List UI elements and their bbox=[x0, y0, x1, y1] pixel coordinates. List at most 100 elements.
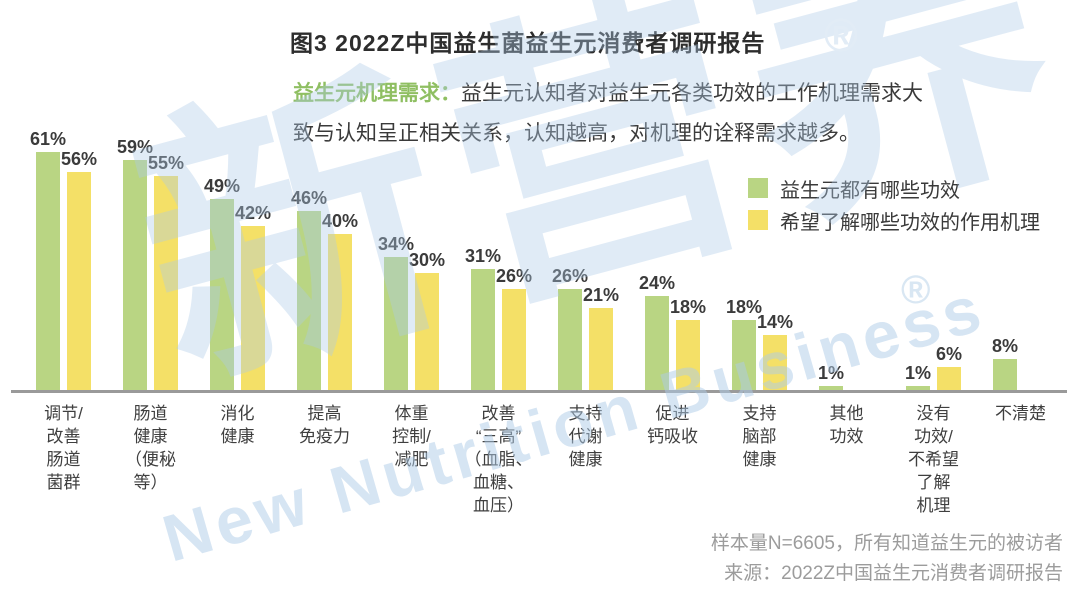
bar bbox=[154, 175, 178, 390]
bar-value-label: 46% bbox=[290, 187, 328, 208]
subtitle: 益生元机理需求：益生元认知者对益生元各类功效的工作机理需求大 致与认知呈正相关关… bbox=[293, 74, 1080, 154]
bar bbox=[36, 152, 60, 390]
legend-swatch-yellow bbox=[748, 210, 768, 230]
page-title: 图3 2022Z中国益生菌益生元消费者调研报告 bbox=[290, 30, 766, 56]
bar-group: 61% 56% bbox=[20, 120, 107, 390]
legend-item-mechanism: 希望了解哪些功效的作用机理 bbox=[748, 204, 1040, 236]
bar-value-label: 61% bbox=[29, 129, 67, 150]
bar bbox=[328, 234, 352, 390]
legend-swatch-green bbox=[748, 178, 768, 198]
bar bbox=[297, 210, 321, 390]
bar-slot: 24% bbox=[639, 272, 675, 390]
bar-slot: 26% bbox=[552, 265, 588, 390]
bar-slot: 18% bbox=[726, 296, 762, 390]
subtitle-text-1: 益生元认知者对益生元各类功效的工作机理需求大 bbox=[461, 82, 923, 105]
bar bbox=[210, 198, 234, 390]
bar bbox=[732, 319, 756, 390]
category-label: 改善 “三高” （血脂、 血糖、 血压） bbox=[464, 404, 533, 515]
bar-value-label: 31% bbox=[464, 246, 502, 267]
bar-value-label: 34% bbox=[377, 234, 415, 255]
bar-group: 8% bbox=[977, 120, 1064, 390]
bar bbox=[676, 319, 700, 390]
registered-trademark-icon: ® bbox=[824, 9, 858, 61]
bar-slot: 31% bbox=[465, 245, 501, 390]
bar-value-label: 42% bbox=[234, 203, 272, 224]
category-label: 消化 健康 bbox=[220, 404, 255, 446]
bar-value-label: 1% bbox=[905, 363, 932, 384]
bar-value-label: 1% bbox=[818, 363, 845, 384]
bar-slot: 14% bbox=[757, 311, 793, 390]
bar-slot: 59% bbox=[117, 136, 153, 390]
bar-slot: 46% bbox=[291, 187, 327, 390]
bar-value-label: 18% bbox=[669, 296, 707, 317]
bar-slot: 21% bbox=[583, 284, 619, 390]
bar-group: 49% 42% bbox=[194, 120, 281, 390]
bar bbox=[763, 335, 787, 390]
category-axis-labels: 调节/ 改善 肠道 菌群 肠道 健康 （便秘 等） 消化 健康 提高 免疫力 体重 控制… bbox=[20, 402, 1064, 517]
bar bbox=[589, 308, 613, 390]
bar-group: 24% 18% bbox=[629, 120, 716, 390]
subtitle-line-1: 益生元机理需求：益生元认知者对益生元各类功效的工作机理需求大 bbox=[293, 74, 1080, 114]
bar-group: 46% 40% bbox=[281, 120, 368, 390]
bar-value-label: 56% bbox=[60, 148, 98, 169]
subtitle-topic-label: 益生元机理需求： bbox=[293, 82, 461, 105]
legend-label: 希望了解哪些功效的作用机理 bbox=[780, 211, 1040, 234]
bar bbox=[415, 273, 439, 390]
category-label: 不清楚 bbox=[995, 404, 1046, 423]
category-label: 调节/ 改善 肠道 菌群 bbox=[44, 404, 83, 492]
bar-value-label: 55% bbox=[147, 152, 185, 173]
bar-slot: 42% bbox=[235, 202, 271, 390]
source-note: 来源：2022Z中国益生元消费者调研报告 bbox=[724, 563, 1063, 584]
category-label: 支持 代谢 健康 bbox=[568, 404, 603, 469]
bar-slot: 6% bbox=[936, 343, 963, 390]
bar-slot: 26% bbox=[496, 265, 532, 390]
bar-value-label: 8% bbox=[992, 335, 1019, 356]
bar-slot: 49% bbox=[204, 175, 240, 390]
bar-value-label: 14% bbox=[756, 312, 794, 333]
category-label: 没有 功效/ 不希望 了解 机理 bbox=[908, 404, 959, 515]
bar-group: 1% bbox=[803, 120, 890, 390]
bar bbox=[645, 296, 669, 390]
legend-label: 益生元都有哪些功效 bbox=[780, 179, 960, 202]
category-label: 体重 控制/ 减肥 bbox=[392, 404, 431, 469]
bar-value-label: 21% bbox=[582, 285, 620, 306]
bar bbox=[123, 159, 147, 390]
bar-slot: 18% bbox=[670, 296, 706, 390]
bar-group: 18% 14% bbox=[716, 120, 803, 390]
bar-value-label: 30% bbox=[408, 250, 446, 270]
bar bbox=[67, 171, 91, 390]
bar-slot: 1% bbox=[818, 362, 845, 390]
bar bbox=[241, 226, 265, 390]
legend-item-efficacy: 益生元都有哪些功效 bbox=[748, 172, 1040, 204]
bar-value-label: 18% bbox=[725, 296, 763, 317]
bar-value-label: 26% bbox=[495, 265, 533, 286]
bar-value-label: 6% bbox=[936, 343, 963, 364]
bar-slot: 55% bbox=[148, 152, 184, 390]
bar-slot: 40% bbox=[322, 210, 358, 390]
bar-slot: 8% bbox=[992, 335, 1019, 390]
bar bbox=[471, 269, 495, 390]
category-label: 肠道 健康 （便秘 等） bbox=[125, 404, 176, 492]
chart-legend: 益生元都有哪些功效 希望了解哪些功效的作用机理 bbox=[748, 172, 1040, 236]
bar-group: 59% 55% bbox=[107, 120, 194, 390]
bar-group: 26% 21% bbox=[542, 120, 629, 390]
bar-value-label: 26% bbox=[551, 265, 589, 286]
bar-slot: 61% bbox=[30, 128, 66, 390]
category-label: 其他 功效 bbox=[829, 404, 864, 446]
bar-slot: 30% bbox=[409, 249, 445, 390]
bar-value-label: 24% bbox=[638, 273, 676, 294]
category-label: 促进 钙吸收 bbox=[647, 404, 698, 446]
bar-slot: 56% bbox=[61, 148, 97, 390]
bar-value-label: 49% bbox=[203, 175, 241, 196]
bar bbox=[906, 386, 930, 390]
bar bbox=[558, 288, 582, 390]
footer-notes: 样本量N=6605，所有知道益生元的被访者 来源：2022Z中国益生元消费者调研… bbox=[711, 529, 1063, 589]
bar-slot: 1% bbox=[905, 362, 932, 390]
bar-slot: 34% bbox=[378, 233, 414, 390]
x-axis-line bbox=[11, 390, 1067, 393]
bar bbox=[937, 366, 961, 390]
bar-group: 1% 6% bbox=[890, 120, 977, 390]
bar-group: 34% 30% bbox=[368, 120, 455, 390]
subtitle-line-2: 致与认知呈正相关关系，认知越高，对机理的诠释需求越多。 bbox=[293, 122, 860, 145]
